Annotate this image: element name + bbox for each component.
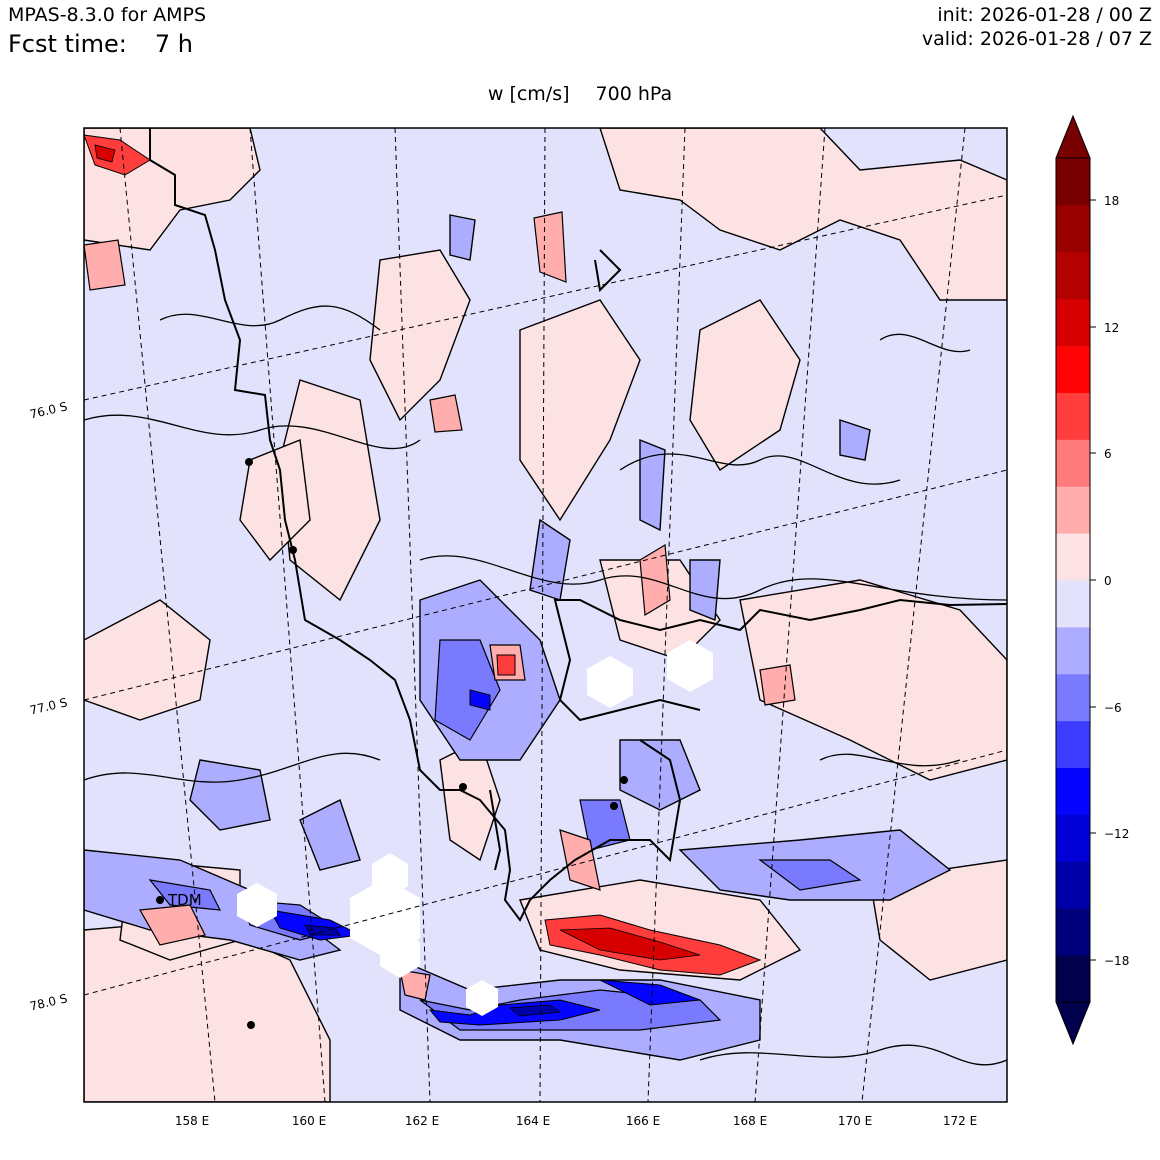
- colorbar-bin: [1056, 486, 1090, 534]
- colorbar-bin: [1056, 814, 1090, 862]
- colorbar-bins: [1056, 158, 1090, 1003]
- valid-time: valid: 2026-01-28 / 07 Z: [921, 28, 1152, 50]
- longitude-ticks: 158 E 160 E 162 E 164 E 166 E 168 E 170 …: [175, 1114, 977, 1128]
- latitude-ticks: 76.0 S 77.0 S 78.0 S: [28, 399, 68, 1013]
- forecast-time: Fcst time: 7 h: [8, 30, 193, 58]
- colorbar-bin: [1056, 673, 1090, 722]
- very-strong-updraft: [94, 144, 701, 961]
- colorbar-bin: [1056, 720, 1090, 769]
- variable-label: w [cm/s]: [487, 83, 570, 105]
- colorbar-tick: −12: [1104, 827, 1129, 841]
- init-time: init: 2026-01-28 / 00 Z: [937, 4, 1152, 26]
- colorbar-bin: [1056, 580, 1090, 628]
- station-marker: [459, 783, 467, 791]
- lon-tick-label: 166 E: [626, 1114, 660, 1128]
- colorbar-bin: [1056, 204, 1090, 253]
- colorbar-bin: [1056, 392, 1090, 440]
- colorbar: 18 12 6 0 −6 −12 −18: [1055, 114, 1129, 1046]
- station-label-tdm: TDM: [167, 891, 202, 909]
- contour-field: TDM: [84, 128, 1007, 1102]
- colorbar-bin: [1056, 908, 1090, 956]
- station-marker: [245, 458, 253, 466]
- lon-tick-label: 162 E: [405, 1114, 439, 1128]
- colorbar-tick: 18: [1104, 194, 1119, 208]
- colorbar-bin: [1056, 251, 1090, 300]
- very-strong-descent: [304, 924, 562, 1017]
- lat-tick-label: 77.0 S: [28, 695, 68, 717]
- lon-tick-label: 168 E: [733, 1114, 767, 1128]
- lon-tick-label: 158 E: [175, 1114, 209, 1128]
- colorbar-bin: [1056, 955, 1090, 1003]
- lon-tick-label: 172 E: [943, 1114, 977, 1128]
- model-title: MPAS-8.3.0 for AMPS: [8, 4, 207, 26]
- colorbar-bin: [1056, 158, 1090, 206]
- lon-tick-label: 164 E: [516, 1114, 550, 1128]
- lat-tick-label: 78.0 S: [28, 991, 68, 1013]
- colorbar-bin: [1056, 767, 1090, 815]
- level-label: 700 hPa: [595, 83, 673, 105]
- moderate-updraft-regions: [84, 211, 796, 1001]
- colorbar-tick: 6: [1104, 447, 1112, 461]
- map-title: w [cm/s] 700 hPa: [0, 83, 1160, 105]
- station-marker-tdm: [156, 896, 164, 904]
- station-marker: [289, 546, 297, 554]
- colorbar-tick: −6: [1104, 701, 1122, 715]
- colorbar-extend-under: [1055, 1001, 1091, 1046]
- colorbar-bin: [1056, 298, 1090, 347]
- forecast-time-label: Fcst time:: [8, 30, 127, 58]
- lat-tick-label: 76.0 S: [28, 399, 68, 421]
- contour-lines: [84, 305, 1007, 1066]
- station-marker: [610, 802, 618, 810]
- colorbar-bin: [1056, 626, 1090, 675]
- colorbar-bin: [1056, 345, 1090, 393]
- missing-data-hexagons: [237, 640, 713, 1016]
- colorbar-bin: [1056, 861, 1090, 909]
- forecast-time-value: 7 h: [154, 30, 193, 58]
- station-markers: [156, 458, 628, 1029]
- map-frame: [83, 127, 1008, 1103]
- graticule: [84, 128, 1007, 1102]
- colorbar-tick: 12: [1104, 321, 1119, 335]
- colorbar-extend-over: [1055, 114, 1091, 159]
- colorbar-tick: −18: [1104, 954, 1129, 968]
- station-marker: [247, 1021, 255, 1029]
- lon-tick-label: 170 E: [838, 1114, 872, 1128]
- colorbar-bin: [1056, 533, 1090, 581]
- coastline: [149, 128, 1007, 922]
- station-marker: [620, 776, 628, 784]
- colorbar-bin: [1056, 439, 1090, 487]
- lon-tick-label: 160 E: [292, 1114, 326, 1128]
- colorbar-tick: 0: [1104, 574, 1112, 588]
